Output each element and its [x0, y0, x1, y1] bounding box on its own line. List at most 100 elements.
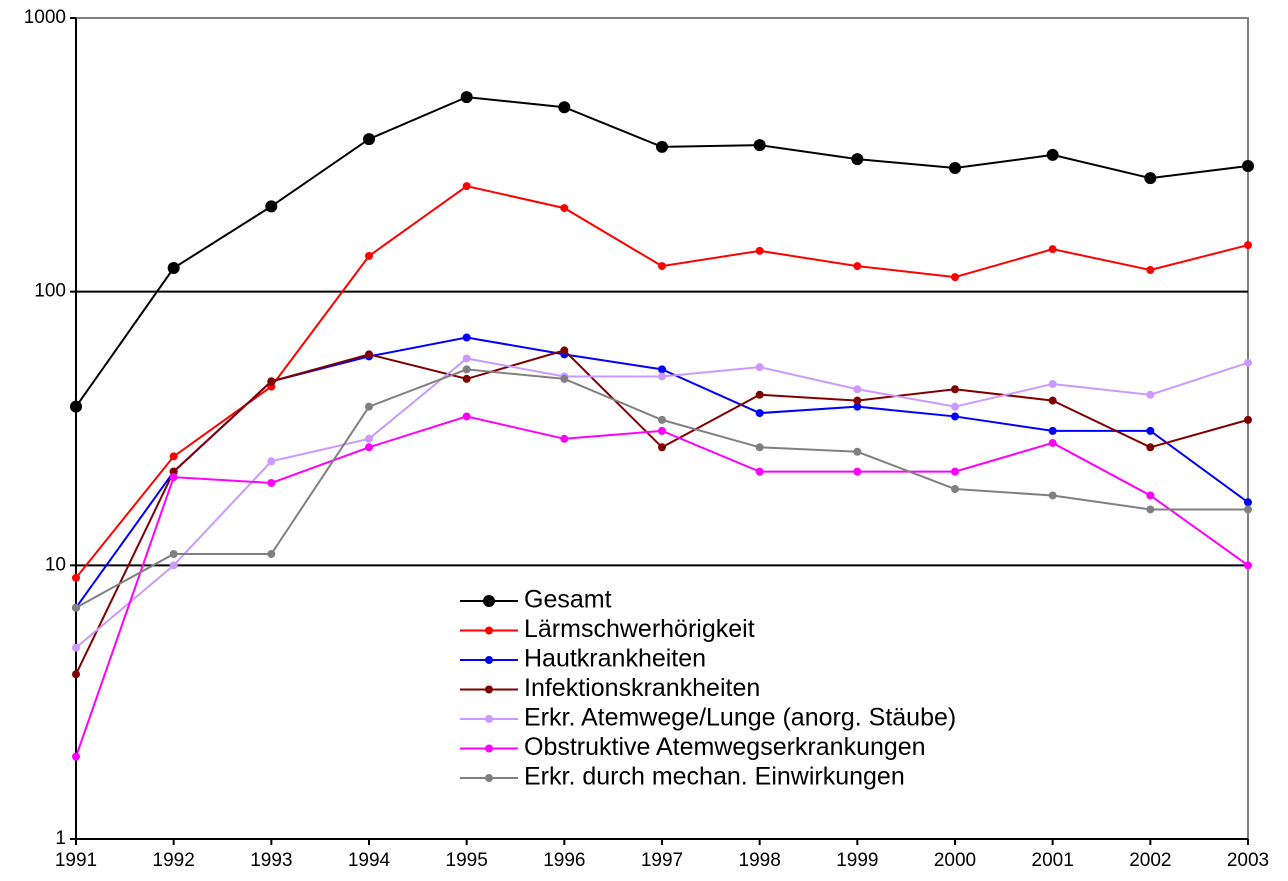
data-point	[558, 101, 571, 114]
data-point	[853, 402, 862, 411]
data-point	[853, 396, 862, 405]
data-point	[951, 385, 959, 394]
data-point	[1046, 148, 1059, 161]
data-point	[365, 251, 373, 260]
data-point	[462, 182, 471, 191]
data-point	[755, 363, 764, 372]
data-point	[755, 246, 764, 255]
series-line	[75, 368, 1248, 609]
x-tick-label: 1999	[836, 850, 878, 871]
data-point	[1242, 159, 1254, 172]
legend-label: Infektionskrankheiten	[524, 674, 760, 702]
x-tick-label: 2001	[1032, 850, 1074, 871]
legend-label: Hautkrankheiten	[524, 645, 706, 673]
x-tick-label: 1992	[153, 850, 195, 871]
legend-label: Erkr. Atemwege/Lunge (anorg. Stäube)	[524, 704, 956, 732]
data-point	[853, 447, 862, 456]
data-point	[167, 262, 180, 275]
data-point	[1244, 358, 1252, 367]
data-point	[560, 346, 569, 355]
legend-marker	[485, 774, 493, 782]
data-point	[851, 153, 864, 166]
legend-label: Lärmschwerhörigkeit	[524, 615, 755, 643]
data-point	[560, 204, 569, 213]
data-point	[755, 409, 764, 418]
data-point	[1146, 265, 1155, 274]
data-point	[560, 434, 569, 443]
data-point	[169, 561, 178, 570]
x-tick-label: 1997	[641, 850, 683, 871]
data-point	[1244, 415, 1252, 424]
legend-marker	[485, 715, 493, 723]
data-point	[1244, 241, 1252, 250]
y-tick-label: 1000	[24, 7, 66, 28]
data-point	[1146, 443, 1155, 452]
x-tick-label: 1998	[739, 850, 781, 871]
x-tick-label: 1991	[55, 850, 97, 871]
data-point	[1244, 505, 1252, 514]
data-point	[755, 443, 764, 452]
data-point	[853, 467, 862, 476]
y-tick-label: 10	[45, 554, 66, 575]
data-point	[1146, 390, 1155, 399]
data-point	[462, 374, 471, 383]
data-point	[1244, 498, 1252, 507]
data-point	[462, 365, 471, 374]
data-point	[658, 443, 666, 452]
y-tick-label: 1	[55, 828, 66, 849]
legend-marker	[485, 626, 493, 635]
series-line	[75, 357, 1249, 649]
data-point	[951, 402, 959, 411]
data-point	[462, 333, 471, 342]
data-point	[951, 485, 959, 494]
data-point	[72, 752, 80, 761]
data-point	[267, 377, 276, 386]
data-point	[72, 643, 80, 652]
legend-marker	[485, 685, 493, 694]
x-tick-label: 1995	[446, 850, 488, 871]
data-point	[462, 412, 471, 421]
data-point	[1048, 491, 1057, 500]
data-point	[1146, 505, 1155, 514]
data-point	[658, 426, 666, 435]
data-point	[755, 467, 764, 476]
data-point	[1146, 491, 1155, 500]
legend-marker	[485, 656, 493, 664]
data-point	[169, 550, 178, 559]
data-point	[365, 402, 373, 411]
data-point	[267, 457, 276, 466]
data-point	[753, 139, 766, 152]
x-tick-label: 2000	[934, 850, 976, 871]
data-point	[460, 91, 473, 104]
data-point	[267, 550, 276, 559]
data-point	[72, 573, 80, 582]
data-point	[658, 365, 666, 374]
data-point	[853, 385, 862, 394]
data-point	[755, 390, 764, 399]
x-tick-label: 1994	[348, 850, 391, 871]
data-point	[560, 374, 569, 383]
data-point	[72, 603, 80, 612]
data-point	[169, 467, 178, 476]
series-line	[75, 185, 1249, 579]
data-point	[169, 473, 178, 482]
legend-label: Gesamt	[524, 586, 612, 614]
data-point	[1144, 172, 1157, 185]
data-point	[265, 200, 278, 213]
data-point	[658, 262, 666, 271]
data-point	[1048, 396, 1057, 405]
data-point	[658, 372, 666, 381]
x-tick-label: 1996	[543, 850, 585, 871]
x-tick-label: 2002	[1129, 850, 1171, 871]
data-point	[949, 162, 961, 175]
data-point	[1048, 379, 1057, 388]
data-point	[462, 354, 471, 363]
data-point	[951, 467, 959, 476]
data-point	[1244, 561, 1252, 570]
data-point	[169, 452, 178, 461]
data-point	[267, 478, 276, 487]
data-point	[363, 133, 375, 146]
data-point	[1048, 426, 1057, 435]
data-point	[658, 415, 666, 424]
